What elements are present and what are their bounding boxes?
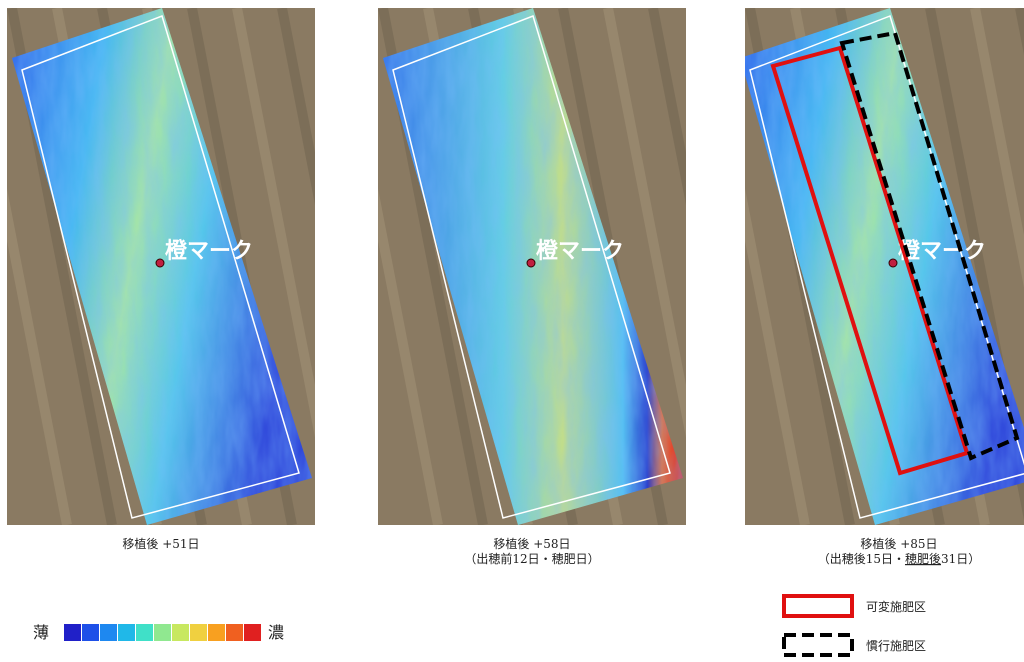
aerial-image: 橙マーク: [0, 8, 382, 525]
legend-swatch: [784, 596, 852, 616]
scale-swatch: [154, 624, 171, 641]
legend-label: 慣行施肥区: [866, 638, 926, 653]
caption: 移植後 +85日: [860, 536, 937, 551]
scale-high: 濃: [268, 623, 284, 642]
scale-swatch: [208, 624, 225, 641]
scale-swatch: [190, 624, 207, 641]
legend-swatch: [784, 635, 852, 655]
mark-label: 橙マーク: [165, 239, 253, 264]
scale-swatch: [244, 624, 261, 641]
caption: 移植後 +51日: [122, 536, 199, 551]
scale-swatch: [64, 624, 81, 641]
caption-part: 31日）: [941, 552, 980, 566]
legend-label: 可変施肥区: [866, 599, 926, 614]
mark-label: 橙マーク: [536, 239, 624, 264]
caption: 移植後 +58日: [493, 536, 570, 551]
orange-mark: [889, 259, 897, 267]
scale-swatch: [172, 624, 189, 641]
orange-mark: [156, 259, 164, 267]
orange-mark: [527, 259, 535, 267]
aerial-image: 橙マーク: [705, 8, 1024, 525]
aerial-image: 橙マーク: [338, 8, 753, 525]
scale-swatch: [226, 624, 243, 641]
caption-part: （出穂後15日・: [818, 552, 905, 566]
mark-label: 橙マーク: [898, 239, 986, 264]
scale-swatch: [82, 624, 99, 641]
caption: （出穂後15日・穂肥後31日）: [818, 552, 981, 566]
scale-swatch: [100, 624, 117, 641]
figure: 橙マーク移植後 +51日 橙マーク移植後 +58日（出穂前12日・穂肥日） 橙マーク…: [0, 0, 1024, 658]
scale-low: 薄: [33, 623, 49, 642]
scale-swatch: [136, 624, 153, 641]
caption: （出穂前12日・穂肥日）: [464, 551, 599, 566]
scale-swatch: [118, 624, 135, 641]
caption-part: 穂肥後: [905, 552, 941, 566]
